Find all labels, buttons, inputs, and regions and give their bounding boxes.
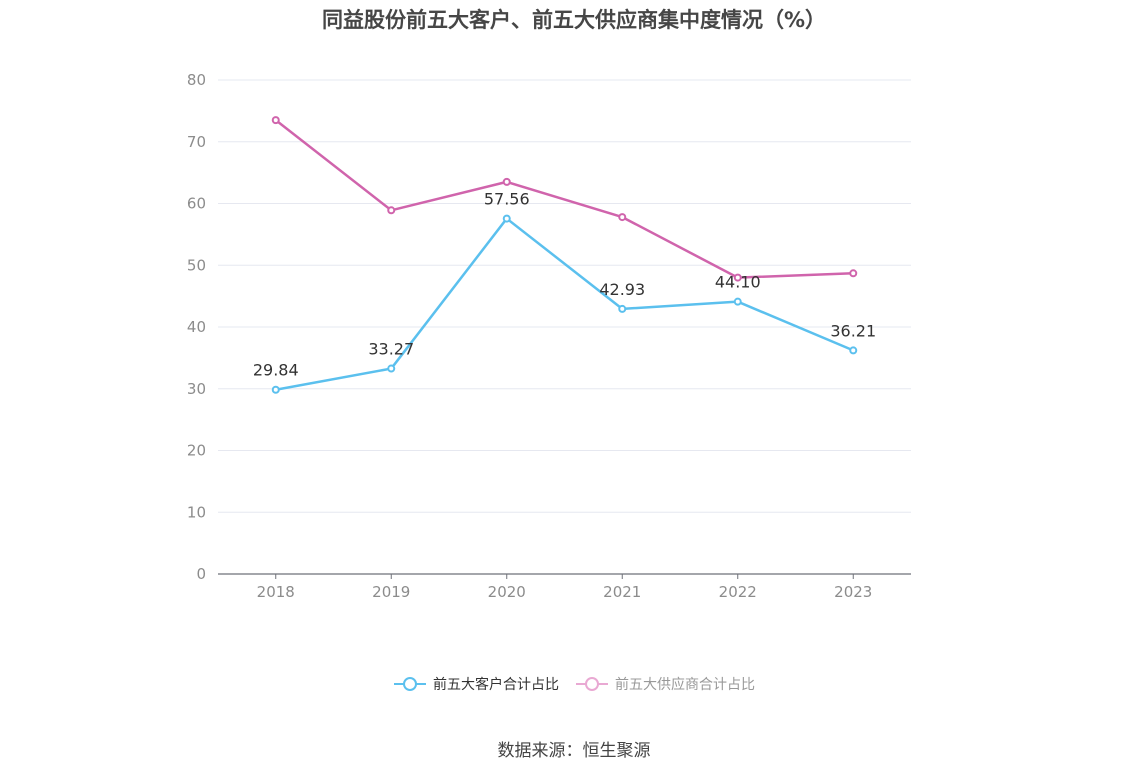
x-tick-label: 2023: [834, 583, 872, 601]
y-tick-label: 50: [187, 256, 206, 274]
data-label: 57.56: [484, 190, 530, 209]
data-point[interactable]: [387, 206, 396, 215]
data-source: 数据来源：恒生聚源: [497, 741, 651, 761]
x-tick-label: 2018: [257, 583, 295, 601]
data-point[interactable]: [618, 304, 627, 313]
y-tick-label: 80: [187, 71, 206, 89]
data-point[interactable]: [502, 177, 511, 186]
data-point[interactable]: [387, 364, 396, 373]
data-label: 36.21: [830, 321, 876, 340]
data-point[interactable]: [733, 297, 742, 306]
y-tick-label: 30: [187, 380, 206, 398]
legend: 前五大客户合计占比 前五大供应商合计占比: [0, 674, 1148, 694]
data-label: 44.10: [715, 273, 761, 292]
legend-label-customers: 前五大客户合计占比: [433, 677, 559, 693]
data-label: 33.27: [368, 340, 414, 359]
y-tick-label: 60: [187, 195, 206, 213]
data-point[interactable]: [849, 346, 858, 355]
series-layer: [271, 116, 858, 394]
x-tick-label: 2022: [719, 583, 757, 601]
data-point[interactable]: [618, 213, 627, 222]
series-line-0: [275, 217, 854, 391]
data-label: 29.84: [253, 361, 299, 380]
legend-item-suppliers[interactable]: 前五大供应商合计占比: [575, 674, 755, 694]
y-tick-label: 20: [187, 442, 206, 460]
y-tick-label: 70: [187, 133, 206, 151]
data-label: 42.93: [599, 280, 645, 299]
data-labels: 29.84 33.27 57.56 42.93 44.10 36.21: [253, 190, 876, 380]
grid-lines: [218, 79, 911, 513]
data-point[interactable]: [271, 116, 280, 125]
data-point[interactable]: [733, 273, 742, 282]
legend-marker-suppliers-icon: [576, 677, 608, 691]
data-point[interactable]: [502, 214, 511, 223]
x-tick-label: 2020: [488, 583, 526, 601]
data-point[interactable]: [271, 385, 280, 394]
series-line-1: [274, 119, 854, 279]
x-axis: 2018 2019 2020 2021 2022 2023: [218, 573, 911, 601]
y-tick-label: 10: [187, 503, 206, 521]
x-tick-label: 2019: [372, 583, 410, 601]
x-tick-label: 2021: [603, 583, 641, 601]
y-tick-label: 0: [196, 565, 206, 583]
data-point[interactable]: [849, 269, 858, 278]
legend-item-customers[interactable]: 前五大客户合计占比: [393, 674, 559, 694]
y-axis-ticks: 0 10 20 30 40 50 60 70 80: [187, 71, 206, 583]
legend-label-suppliers: 前五大供应商合计占比: [615, 677, 755, 693]
chart-title: 同益股份前五大客户、前五大供应商集中度情况（%）: [321, 8, 827, 32]
legend-marker-customers-icon: [394, 677, 426, 691]
y-tick-label: 40: [187, 318, 206, 336]
